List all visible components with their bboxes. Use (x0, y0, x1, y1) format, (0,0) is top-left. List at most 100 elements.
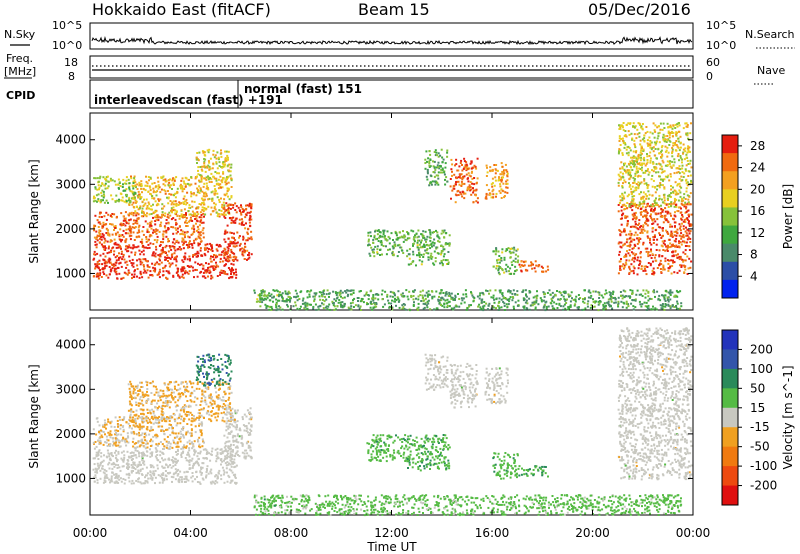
colorbar-tick-label: 200 (750, 342, 773, 356)
freq-tick-8: 8 (68, 70, 75, 83)
x-tick-label: 12:00 (374, 526, 409, 540)
colorbar-tick-label: 15 (750, 401, 765, 415)
cpid-entry-2: normal (fast) 151 (244, 82, 362, 96)
noise-tick-left-bottom: 10^0 (52, 39, 82, 52)
colorbar-frame (721, 329, 739, 506)
colorbar-tick-label: 28 (750, 139, 765, 153)
data-region-8 (406, 229, 451, 267)
time-axis: 00:00 04:00 08:00 12:00 16:00 20:00 00:00 (73, 526, 711, 540)
freq-panel: Freq. [MHz] 18 8 60 0 Nave (4, 52, 785, 85)
colorbar-tick-label: 4 (750, 269, 758, 283)
colorbar-swatch (722, 261, 738, 281)
nave-tick-60: 60 (706, 56, 720, 69)
colorbar-swatch (722, 368, 738, 389)
noise-trace (91, 35, 693, 46)
x-tick-label: 20:00 (575, 526, 610, 540)
data-region-15 (253, 494, 683, 517)
colorbar-swatch (722, 279, 738, 299)
noise-panel: N.Sky N.Search 10^5 10^0 10^5 10^0 (4, 19, 795, 52)
colorbar-swatch (722, 207, 738, 227)
x-tick-label: 08:00 (274, 526, 309, 540)
y-tick-label: 2000 (55, 222, 86, 236)
colorbar-swatch (722, 466, 738, 487)
data-region-9 (449, 157, 479, 204)
y-tick-label: 1000 (55, 266, 86, 280)
colorbar-swatch (722, 349, 738, 370)
noise-tick-left-top: 10^5 (52, 19, 82, 32)
plot-frame (89, 112, 694, 311)
y-tick-label: 3000 (55, 177, 86, 191)
data-region-11 (492, 452, 519, 480)
data-region-16 (253, 289, 683, 312)
data-region-11 (424, 148, 449, 187)
y-axis-label: Slant Range [km] (27, 364, 41, 468)
power-colorbar: 4 8 12 16 20 24 28 Power [dB] (721, 134, 795, 299)
cpid-panel: CPID interleavedscan (fast) +191 normal … (6, 79, 694, 109)
velocity-panel: 1000 2000 3000 4000 Slant Range [km] (27, 317, 694, 517)
colorbar-tick-label: 50 (750, 381, 765, 395)
colorbar-label: Velocity [m s^-1] (781, 365, 795, 469)
colorbar-swatch (722, 427, 738, 448)
velocity-colorbar: 200 100 50 15 -15 -50 -100 -200 Velocity [m s^-1… (721, 329, 795, 506)
time-axis-label: Time UT (366, 540, 417, 554)
station-title: Hokkaido East (fitACF) (92, 0, 271, 19)
colorbar-swatch (722, 225, 738, 245)
colorbar-tick-label: 12 (750, 226, 765, 240)
colorbar-swatch (722, 446, 738, 467)
nave-tick-0: 0 (706, 70, 713, 83)
data-region-6 (366, 434, 409, 463)
date-title: 05/Dec/2016 (588, 0, 691, 19)
data-region-2 (127, 380, 233, 423)
y-tick-label: 3000 (55, 382, 86, 396)
colorbar-swatch (722, 189, 738, 208)
colorbar-tick-label: 8 (750, 248, 758, 262)
data-region-1 (92, 416, 205, 450)
plot-frame (89, 317, 694, 516)
colorbar-frame (721, 134, 739, 299)
colorbar-tick-label: 20 (750, 182, 765, 196)
noise-line (91, 35, 693, 46)
data-region-8 (449, 362, 479, 409)
noise-right-label: N.Search (745, 28, 795, 41)
x-tick-label: 04:00 (173, 526, 208, 540)
nave-label: Nave (757, 64, 785, 77)
noise-tick-right-bottom: 10^0 (706, 39, 736, 52)
colorbar-swatch (722, 171, 738, 190)
data-region-10 (424, 353, 449, 391)
data-region-13 (518, 260, 550, 273)
colorbar-swatch (722, 485, 738, 506)
y-tick-label: 1000 (55, 471, 86, 485)
data-region-3 (223, 202, 253, 262)
data-region-1 (92, 211, 205, 245)
data-region-3 (223, 407, 253, 467)
freq-label-1: Freq. (6, 52, 33, 65)
data-region-10 (484, 162, 509, 200)
y-tick-label: 2000 (55, 427, 86, 441)
data-region-9 (484, 367, 509, 405)
colorbar-swatch (722, 243, 738, 263)
colorbar-swatch (722, 135, 738, 154)
x-tick-label: 16:00 (475, 526, 510, 540)
y-axis-label: Slant Range [km] (27, 159, 41, 263)
cpid-entry-1: interleavedscan (fast) +191 (94, 93, 283, 107)
colorbar-tick-label: 16 (750, 204, 765, 218)
freq-label-2: [MHz] (4, 65, 36, 78)
noise-left-label: N.Sky (4, 28, 36, 41)
colorbar-swatch (722, 330, 738, 350)
x-tick-label: 00:00 (676, 526, 711, 540)
data-region-4 (195, 353, 233, 387)
colorbar-tick-label: -15 (750, 420, 770, 434)
beam-title: Beam 15 (358, 0, 430, 19)
data-region-14 (617, 327, 693, 414)
colorbar-tick-label: 24 (750, 161, 765, 175)
y-tick-label: 4000 (55, 133, 86, 147)
colorbar-tick-label: 100 (750, 362, 773, 376)
noise-tick-right-top: 10^5 (706, 19, 736, 32)
data-region-7 (367, 229, 409, 258)
data-region-5 (92, 175, 137, 204)
colorbar-tick-label: -50 (750, 440, 770, 454)
colorbar-tick-label: -200 (750, 479, 777, 493)
data-region-4 (195, 148, 233, 182)
y-tick-label: 4000 (55, 338, 86, 352)
